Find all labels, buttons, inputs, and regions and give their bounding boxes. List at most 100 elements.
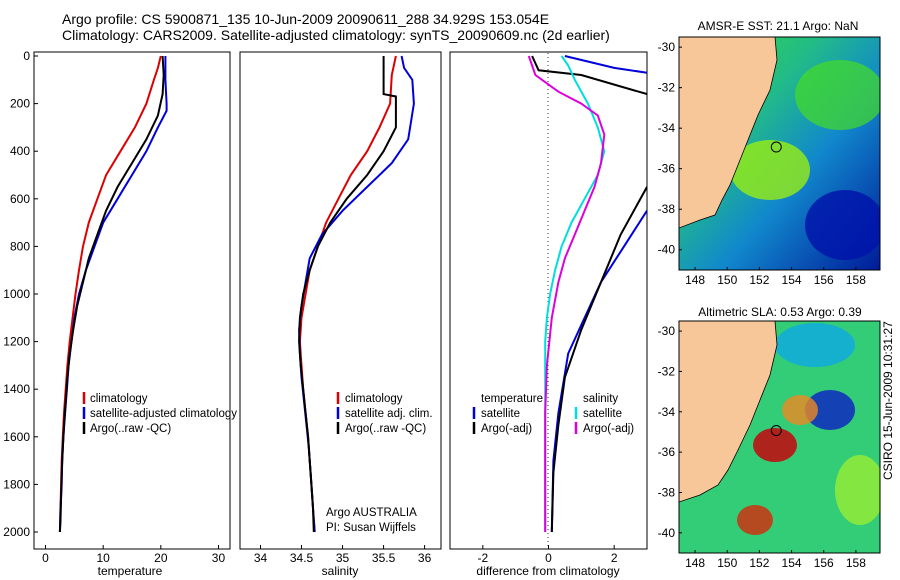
series-line	[298, 56, 397, 533]
pi-label: PI: Susan Wijffels	[326, 522, 416, 534]
sla-map-frame	[678, 320, 881, 554]
x-tick-label: 34	[254, 551, 268, 565]
temperature-axes	[33, 51, 231, 550]
map-y-tick-label: -32	[658, 81, 676, 95]
map-x-tick-label: 156	[814, 556, 834, 570]
legend-salinity-header: salinity	[583, 393, 618, 405]
sla-high-ring	[782, 395, 818, 425]
salinity-ticks: 34 34.5 35 35.5 36	[254, 545, 432, 565]
depth-tick-label: 0	[23, 49, 30, 63]
legend-temperature-header: temperature	[481, 393, 543, 405]
x-tick-label: 34.5	[290, 551, 314, 565]
temperature-series	[58, 55, 168, 533]
sst-map-ticks: 148 150 152 154 156 158 -30 -32 -34 -36 -38 -40	[658, 40, 867, 287]
map-y-tick-label: -36	[658, 445, 676, 459]
map-y-tick-label: -34	[658, 405, 676, 419]
map-x-tick-label: 152	[749, 273, 769, 287]
map-y-tick-label: -30	[658, 40, 676, 54]
sst-map: AMSR-E SST: 21.1 Argo: NaN 148 150 152 154 1…	[658, 19, 881, 287]
depth-ticks: 0 200 400 600 800 1000 1200 1400 1600 1800 2000	[3, 49, 38, 539]
sst-eac-patch	[730, 140, 810, 200]
x-tick-label: 30	[212, 551, 226, 565]
x-tick-label: 20	[154, 551, 168, 565]
sst-map-frame	[678, 36, 881, 271]
series-line	[531, 55, 647, 96]
x-tick-label: 2	[611, 551, 618, 565]
salinity-panel: 34 34.5 35 35.5 36 climatology satellite adj…	[239, 51, 442, 578]
climatology-title: Climatology: CARS2009. Satellite-adjuste…	[62, 27, 610, 43]
legend-argo: Argo(..raw -QC)	[345, 423, 426, 435]
legend-satellite: satellite-adjusted climatology	[90, 408, 237, 420]
x-tick-label: -2	[477, 551, 488, 565]
salinity-xlabel: salinity	[322, 564, 359, 578]
sst-warm-patch	[795, 60, 880, 130]
map-x-tick-label: 150	[717, 273, 737, 287]
map-y-tick-label: -40	[658, 243, 676, 257]
legend-climatology: climatology	[345, 393, 403, 405]
difference-series	[527, 55, 647, 533]
profile-title: Argo profile: CS 5900871_135 10-Jun-2009…	[62, 11, 550, 27]
x-tick-label: 10	[96, 551, 110, 565]
sla-argo-marker	[770, 425, 782, 437]
depth-tick-label: 400	[10, 144, 30, 158]
x-tick-label: 35	[336, 551, 350, 565]
sla-low-east	[805, 390, 855, 430]
csiro-credit: CSIRO 15-Jun-2009 10:31:27	[881, 321, 895, 480]
depth-tick-label: 800	[10, 239, 30, 253]
salinity-legend: climatology satellite adj. clim. Argo(..…	[336, 392, 433, 435]
sla-high-eddy	[753, 428, 797, 462]
map-x-tick-label: 152	[749, 556, 769, 570]
depth-tick-label: 2000	[3, 525, 30, 539]
legend-temp-argo: Argo(-adj)	[481, 423, 532, 435]
x-tick-label: 36	[418, 551, 432, 565]
legend-climatology: climatology	[90, 393, 148, 405]
sst-map-title: AMSR-E SST: 21.1 Argo: NaN	[698, 19, 859, 33]
difference-ticks: -2 0 2	[477, 545, 618, 565]
x-tick-label: 0	[42, 551, 49, 565]
map-y-tick-label: -38	[658, 202, 676, 216]
sst-cold-patch	[805, 190, 880, 260]
sst-map-field	[679, 37, 880, 270]
depth-tick-label: 600	[10, 192, 30, 206]
depth-tick-label: 1200	[3, 335, 30, 349]
map-x-tick-label: 150	[717, 556, 737, 570]
temperature-xlabel: temperature	[98, 564, 163, 578]
map-y-tick-label: -34	[658, 121, 676, 135]
difference-panel: -2 0 2 temperature salinity satellite Argo…	[449, 51, 648, 578]
depth-tick-label: 1800	[3, 477, 30, 491]
map-y-tick-label: -36	[658, 162, 676, 176]
difference-xlabel: difference from climatology	[476, 564, 619, 578]
argo-australia-label: Argo AUSTRALIA	[326, 507, 417, 519]
sla-map-ticks: 148 150 152 154 156 158 -30 -32 -34 -36 -38 -40	[658, 324, 867, 570]
series-line	[58, 55, 165, 533]
depth-tick-label: 1400	[3, 382, 30, 396]
series-line	[527, 55, 606, 532]
legend-temp-satellite: satellite	[481, 408, 520, 420]
map-x-tick-label: 148	[685, 273, 705, 287]
x-tick-label: 0	[545, 551, 552, 565]
salinity-series	[298, 55, 415, 533]
sla-map-field	[679, 321, 880, 553]
sst-land	[679, 37, 778, 229]
map-x-tick-label: 158	[846, 556, 866, 570]
map-x-tick-label: 148	[685, 556, 705, 570]
map-x-tick-label: 154	[782, 273, 802, 287]
map-x-tick-label: 158	[846, 273, 866, 287]
sla-map: Altimetric SLA: 0.53 Argo: 0.39 148 150 15…	[658, 305, 881, 570]
temperature-legend: climatology satellite-adjusted climatolo…	[82, 392, 237, 435]
legend-argo: Argo(..raw -QC)	[90, 423, 171, 435]
map-y-tick-label: -30	[658, 324, 676, 338]
depth-tick-label: 1600	[3, 430, 30, 444]
map-y-tick-label: -38	[658, 485, 676, 499]
sla-low-north	[775, 323, 855, 367]
sla-map-title: Altimetric SLA: 0.53 Argo: 0.39	[698, 305, 862, 319]
sla-land	[679, 321, 778, 503]
map-y-tick-label: -32	[658, 364, 676, 378]
sst-argo-marker	[770, 141, 782, 153]
sla-positive-east	[835, 455, 880, 525]
depth-tick-label: 1000	[3, 287, 30, 301]
difference-legend: temperature salinity satellite Argo(-adj…	[472, 393, 634, 435]
series-line	[564, 55, 647, 74]
sla-high-south	[737, 505, 773, 535]
